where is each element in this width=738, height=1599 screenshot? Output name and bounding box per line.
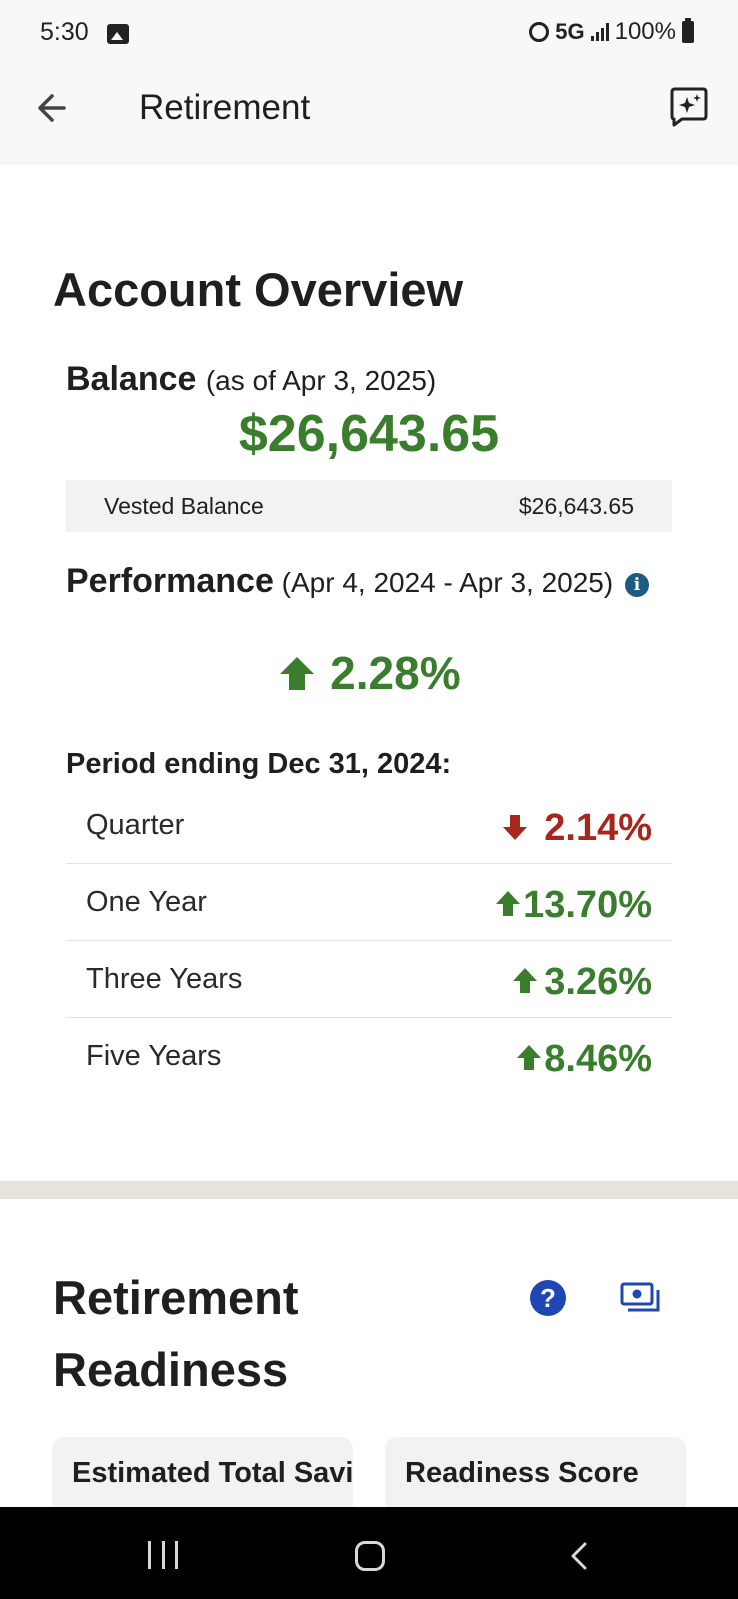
gallery-notification-icon: [107, 24, 129, 44]
question-icon: ?: [540, 1283, 556, 1313]
chevron-left-icon: [571, 1542, 587, 1570]
readiness-score-card[interactable]: Readiness Score: [385, 1437, 686, 1507]
arrow-up-icon: [280, 657, 315, 690]
balance-amount: $26,643.65: [238, 405, 500, 463]
system-nav-bar: [0, 1507, 738, 1599]
sparkle-chat-icon: [670, 87, 708, 127]
signal-icon: [590, 23, 609, 41]
status-time: 5:30: [40, 18, 89, 46]
page-title: Retirement: [139, 88, 311, 127]
period-value: 8.46%: [514, 1038, 652, 1081]
system-back-button[interactable]: [565, 1541, 595, 1571]
ai-assistant-button[interactable]: [666, 84, 712, 130]
period-row-five-years: Five Years 8.46%: [66, 1018, 672, 1094]
contribution-button[interactable]: [620, 1281, 660, 1315]
info-icon[interactable]: i: [624, 572, 649, 597]
battery-icon: [682, 18, 694, 43]
app-bar: Retirement: [0, 54, 738, 162]
performance-label: Performance: [66, 562, 274, 600]
performance-range: (Apr 4, 2024 - Apr 3, 2025): [281, 567, 614, 598]
period-value: 13.70%: [493, 884, 652, 927]
balance-date: (as of Apr 3, 2025): [205, 365, 437, 396]
home-button[interactable]: [355, 1541, 385, 1571]
account-overview-title: Account Overview: [53, 263, 464, 316]
performance-heading: Performance (Apr 4, 2024 - Apr 3, 2025) …: [66, 562, 666, 602]
period-value: 2.14%: [500, 807, 652, 850]
recents-button[interactable]: [148, 1541, 178, 1569]
help-button[interactable]: ?: [530, 1280, 566, 1316]
estimated-total-savings-card[interactable]: Estimated Total Savings: [52, 1437, 353, 1507]
back-button[interactable]: [30, 84, 78, 132]
network-type: 5G: [555, 19, 585, 44]
battery-level: 100%: [614, 18, 676, 45]
arrow-down-icon: [503, 815, 528, 840]
arrow-up-icon: [496, 891, 521, 916]
section-divider: [0, 1181, 738, 1199]
performance-percent: 2.28%: [330, 647, 461, 699]
card-label: Estimated Total Savings: [72, 1457, 353, 1489]
period-label: One Year: [86, 886, 207, 918]
vested-balance-amount: $26,643.65: [518, 493, 634, 519]
arrow-up-icon: [513, 968, 538, 993]
retirement-readiness-title: Retirement Readiness: [53, 1271, 299, 1396]
status-indicators: 5G 100%: [529, 18, 694, 46]
period-value: 3.26%: [510, 961, 652, 1004]
card-label: Readiness Score: [405, 1457, 639, 1489]
period-row-quarter: Quarter 2.14%: [66, 787, 672, 864]
period-label: Five Years: [86, 1040, 222, 1072]
alarm-icon: [529, 22, 550, 42]
period-label: Three Years: [86, 963, 243, 995]
money-icon: [620, 1282, 660, 1312]
arrow-up-icon: [517, 1045, 542, 1070]
vested-balance-row: Vested Balance $26,643.65: [66, 480, 672, 532]
balance-label: Balance: [66, 360, 197, 398]
arrow-left-icon: [38, 94, 66, 122]
status-bar: 5:30 5G 100%: [0, 0, 738, 54]
period-returns-list: Quarter 2.14% One Year 13.70% Three Year…: [66, 787, 672, 1094]
period-row-three-years: Three Years 3.26%: [66, 941, 672, 1018]
performance-value: 2.28%: [0, 646, 738, 700]
balance-heading: Balance (as of Apr 3, 2025): [66, 360, 436, 399]
period-row-one-year: One Year 13.70%: [66, 864, 672, 941]
vested-balance-label: Vested Balance: [104, 493, 264, 519]
period-heading: Period ending Dec 31, 2024:: [66, 748, 452, 780]
period-label: Quarter: [86, 809, 185, 841]
